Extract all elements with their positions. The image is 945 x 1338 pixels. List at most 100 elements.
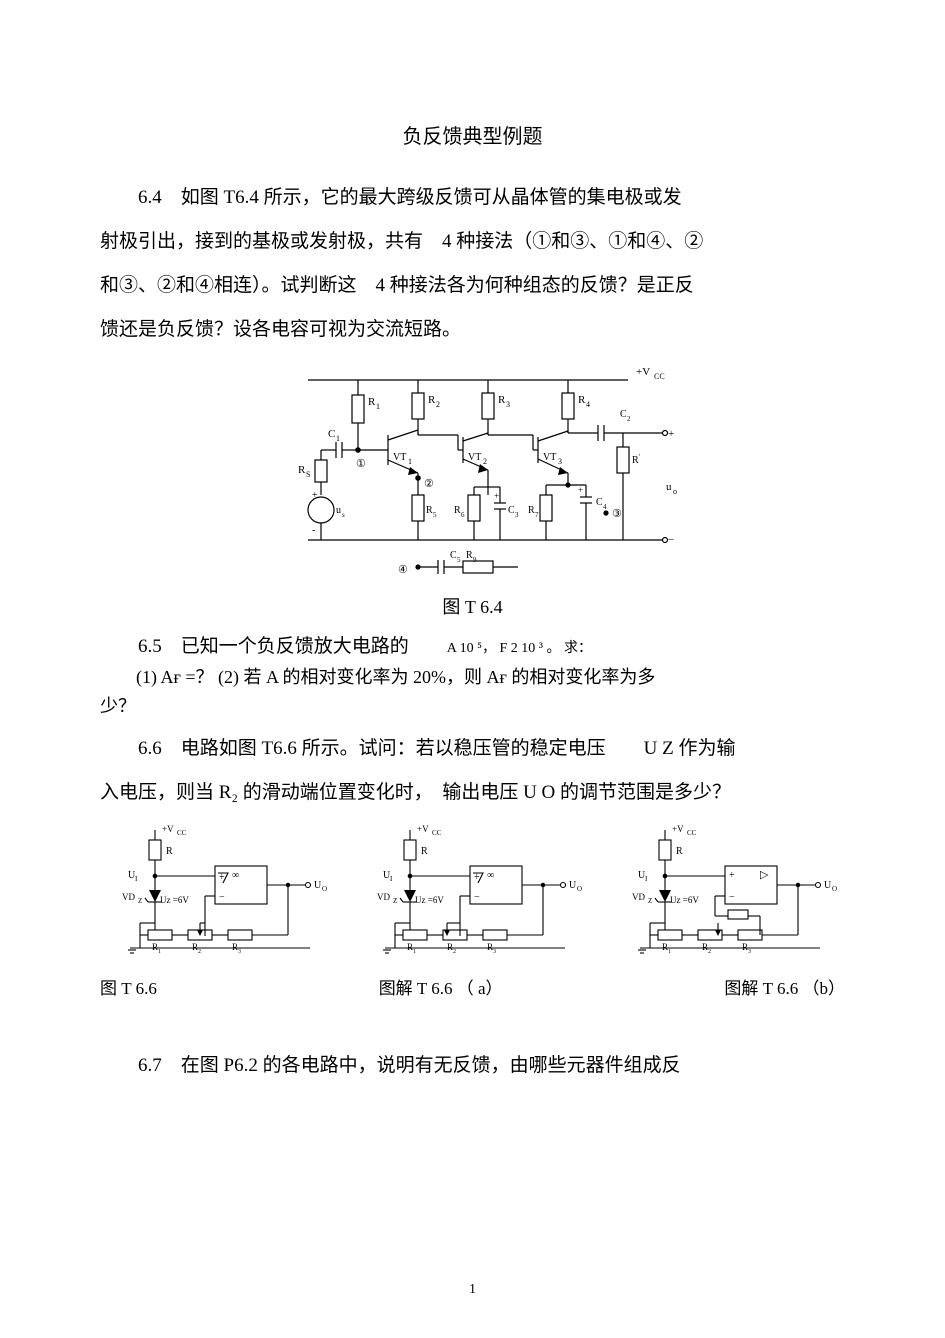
svg-text:1: 1 bbox=[158, 949, 161, 955]
svg-text:VT: VT bbox=[468, 452, 481, 463]
svg-text:': ' bbox=[639, 453, 640, 461]
svg-text:R: R bbox=[466, 550, 473, 561]
svg-text:I: I bbox=[645, 875, 648, 883]
fig66-b: +VCC R UI VDZ Uz =6V ∞ + − bbox=[355, 818, 590, 968]
svg-text:④: ④ bbox=[398, 564, 408, 576]
fig64-caption: 图 T 6.4 bbox=[100, 593, 845, 619]
svg-text:①: ① bbox=[356, 458, 366, 470]
svg-text:−: − bbox=[474, 892, 480, 903]
p66-2a: 入电压，则当 R₂ 的滑动端位置变化时， bbox=[100, 782, 423, 803]
svg-text:-: - bbox=[312, 525, 315, 536]
svg-text:2: 2 bbox=[708, 949, 711, 955]
fig66-cap-1: 图解 T 6.6 （ a） bbox=[379, 974, 503, 999]
svg-text:2: 2 bbox=[453, 949, 456, 955]
p64-c: 4 种接法（①和③、①和④、② bbox=[442, 231, 703, 252]
svg-text:Z: Z bbox=[648, 897, 652, 905]
svg-text:2: 2 bbox=[483, 457, 487, 466]
svg-text:VT: VT bbox=[543, 452, 556, 463]
p64-f: 馈还是负反馈？设各电容可视为交流短路。 bbox=[100, 319, 461, 340]
svg-text:I: I bbox=[390, 875, 393, 883]
svg-text:Uz =6V: Uz =6V bbox=[415, 895, 444, 905]
svg-text:3: 3 bbox=[238, 949, 241, 955]
svg-text:U: U bbox=[569, 880, 577, 891]
svg-text:5: 5 bbox=[433, 511, 437, 519]
svg-text:C: C bbox=[596, 497, 603, 508]
svg-text:+V: +V bbox=[672, 824, 684, 834]
p66-line1: 6.6 电路如图 T6.6 所示。试问：若以稳压管的稳定电压 U Z 作为输 bbox=[100, 730, 845, 768]
p64-line2: 射极引出，接到的基极或发射极，共有 4 种接法（①和③、①和④、② bbox=[100, 223, 845, 261]
svg-text:CC: CC bbox=[687, 829, 697, 837]
svg-text:CC: CC bbox=[432, 829, 442, 837]
svg-text:Z: Z bbox=[138, 897, 142, 905]
svg-text:+: + bbox=[494, 491, 499, 501]
svg-text:R: R bbox=[368, 396, 376, 408]
p66-line2: 入电压，则当 R₂ 的滑动端位置变化时， 输出电压 U O 的调节范围是多少？ bbox=[100, 774, 845, 812]
svg-text:1: 1 bbox=[376, 402, 380, 411]
svg-text:VD: VD bbox=[122, 892, 135, 902]
p64-heading: 6.4 bbox=[138, 187, 162, 208]
p65-line1: 6.5 已知一个负反馈放大电路的 A 10 ⁵， F 2 10 ³ 。 求： bbox=[100, 633, 845, 662]
p64-b: 射极引出，接到的基极或发射极，共有 bbox=[100, 231, 423, 252]
svg-text:R: R bbox=[421, 846, 428, 857]
svg-text:3: 3 bbox=[515, 511, 519, 519]
svg-text:2: 2 bbox=[198, 949, 201, 955]
svg-text:▷: ▷ bbox=[760, 869, 769, 881]
svg-text:1: 1 bbox=[408, 457, 412, 466]
svg-text:∞: ∞ bbox=[232, 870, 239, 881]
svg-text:−: − bbox=[668, 534, 674, 546]
svg-text:R: R bbox=[578, 394, 586, 406]
svg-text:C: C bbox=[328, 428, 335, 440]
svg-text:VT: VT bbox=[393, 452, 406, 463]
svg-text:+: + bbox=[578, 485, 583, 495]
svg-text:R: R bbox=[426, 505, 433, 516]
p66-1b: U Z 作为输 bbox=[644, 738, 736, 759]
svg-text:o: o bbox=[673, 487, 677, 496]
p64-a: 如图 T6.4 所示，它的最大跨级反馈可从晶体管的集电极或发 bbox=[181, 187, 682, 208]
svg-text:O: O bbox=[577, 885, 582, 893]
svg-text:+V: +V bbox=[162, 824, 174, 834]
figure-t6-6-row: +VCC R UI VDZ Uz =6V bbox=[100, 818, 845, 968]
svg-text:2: 2 bbox=[627, 415, 631, 423]
svg-text:C: C bbox=[620, 409, 627, 420]
p64-d: 和③、②和④相连）。试判断这 bbox=[100, 275, 357, 296]
svg-text:Uz =6V: Uz =6V bbox=[160, 895, 189, 905]
svg-text:+V: +V bbox=[417, 824, 429, 834]
svg-text:R: R bbox=[454, 505, 461, 516]
p66-1a: 电路如图 T6.6 所示。试问：若以稳压管的稳定电压 bbox=[181, 738, 606, 759]
figure-t6-4: +V CC R1 R2 R3 bbox=[100, 355, 845, 585]
svg-text:4: 4 bbox=[603, 503, 607, 511]
svg-text:CC: CC bbox=[654, 372, 665, 381]
svg-text:VD: VD bbox=[377, 892, 390, 902]
svg-text:C: C bbox=[450, 550, 457, 561]
p66-heading: 6.6 bbox=[138, 738, 162, 759]
svg-text:R: R bbox=[676, 846, 683, 857]
svg-text:+: + bbox=[219, 872, 225, 883]
p67-text: 在图 P6.2 的各电路中，说明有无反馈，由哪些元器件组成反 bbox=[181, 1055, 681, 1076]
svg-text:6: 6 bbox=[461, 511, 465, 519]
svg-text:9: 9 bbox=[473, 556, 477, 564]
p65-1a: 已知一个负反馈放大电路的 bbox=[181, 636, 409, 657]
svg-text:−: − bbox=[219, 892, 225, 903]
page-title: 负反馈典型例题 bbox=[100, 120, 845, 149]
svg-text:O: O bbox=[832, 885, 837, 893]
svg-text:R: R bbox=[498, 394, 506, 406]
fig66-a: +VCC R UI VDZ Uz =6V bbox=[100, 818, 335, 968]
svg-text:7: 7 bbox=[535, 511, 539, 519]
svg-text:u: u bbox=[336, 505, 341, 516]
p64-e: 4 种接法各为何种组态的反馈？是正反 bbox=[376, 275, 694, 296]
p66-2b: 输出电压 U O 的调节范围是多少？ bbox=[442, 782, 731, 803]
svg-text:R: R bbox=[166, 846, 173, 857]
svg-text:1: 1 bbox=[413, 949, 416, 955]
fig66-cap-0: 图 T 6.6 bbox=[100, 974, 157, 999]
svg-text:1: 1 bbox=[336, 434, 340, 443]
svg-text:CC: CC bbox=[177, 829, 187, 837]
svg-text:2: 2 bbox=[436, 400, 440, 409]
p65-line3: 少？ bbox=[100, 693, 845, 720]
p65-line2: (1) Aғ =？ (2) 若 A 的相对变化率为 20%，则 Aғ 的相对变化… bbox=[100, 664, 845, 691]
svg-text:+: + bbox=[729, 870, 735, 881]
svg-text:②: ② bbox=[424, 478, 434, 490]
page-number: 1 bbox=[0, 1282, 945, 1298]
p67: 6.7 在图 P6.2 的各电路中，说明有无反馈，由哪些元器件组成反 bbox=[100, 1047, 845, 1085]
svg-text:+: + bbox=[312, 490, 318, 501]
svg-text:+: + bbox=[474, 872, 480, 883]
